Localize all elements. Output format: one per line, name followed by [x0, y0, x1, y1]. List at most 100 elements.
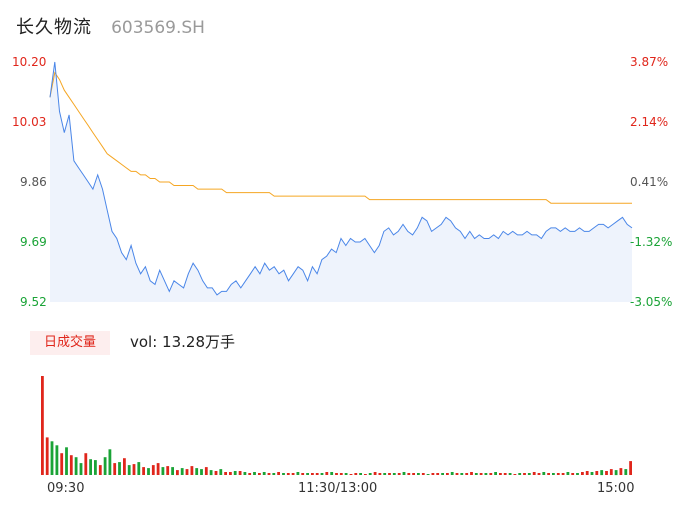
volume-bar — [364, 474, 367, 475]
volume-bar — [291, 473, 295, 475]
volume-bar — [272, 473, 276, 475]
stock-name: 长久物流 — [16, 17, 92, 38]
volume-bar — [151, 465, 155, 475]
volume-bar — [55, 445, 59, 475]
volume-bar — [359, 473, 362, 475]
price-tick-label: 10.20 — [12, 55, 47, 69]
volume-bar — [108, 449, 112, 475]
price-tick-label: 9.69 — [20, 235, 47, 249]
volume-bar — [94, 460, 97, 475]
volume-bar — [614, 470, 618, 476]
pct-tick-label: 3.87% — [630, 55, 669, 69]
volume-bar — [233, 471, 237, 475]
volume-bar — [460, 473, 464, 475]
volume-bar — [494, 472, 497, 475]
volume-bar — [45, 437, 49, 475]
volume-bar — [176, 470, 179, 476]
volume-bar — [484, 473, 488, 475]
volume-bar — [306, 473, 309, 475]
volume-bar — [262, 472, 266, 475]
volume-bar — [229, 472, 232, 475]
volume-bar — [513, 474, 517, 475]
pct-tick-label: -1.32% — [630, 235, 673, 249]
volume-bar — [339, 473, 343, 475]
volume-bar — [243, 472, 247, 475]
volume-bar — [282, 473, 285, 475]
volume-bar — [527, 473, 531, 475]
pct-tick-label: 0.41% — [630, 175, 669, 189]
volume-bar — [571, 473, 575, 475]
volume-bar — [499, 473, 502, 475]
stock-code: 603569.SH — [111, 18, 205, 38]
volume-bar — [354, 473, 358, 475]
volume-bar — [200, 469, 203, 475]
volume-bar — [402, 472, 406, 475]
volume-bar — [624, 469, 628, 475]
daily-volume-tab[interactable]: 日成交量 — [30, 331, 110, 355]
volume-bar — [465, 473, 469, 475]
volume-bar — [325, 472, 329, 475]
volume-bar — [397, 473, 401, 475]
volume-bar — [209, 470, 213, 476]
volume-bar — [474, 473, 478, 475]
volume-bar — [629, 461, 632, 475]
volume-bar — [185, 469, 189, 475]
volume-bar — [479, 473, 483, 475]
volume-bar — [147, 468, 150, 475]
price-tick-label: 10.03 — [12, 115, 47, 129]
volume-bar — [214, 471, 218, 475]
volume-bar — [349, 474, 353, 475]
volume-bar — [412, 473, 415, 475]
volume-bar — [315, 473, 319, 475]
volume-bar — [69, 455, 73, 475]
volume-bar — [344, 473, 348, 475]
volume-bar — [74, 457, 78, 475]
volume-bar — [248, 473, 252, 475]
volume-bar — [89, 459, 92, 475]
volume-bar — [330, 472, 334, 475]
price-tick-label: 9.86 — [20, 175, 47, 189]
volume-bar — [113, 463, 117, 475]
time-tick-label: 11:30/13:00 — [298, 481, 378, 496]
volume-bar — [470, 472, 473, 475]
volume-bar — [585, 471, 589, 475]
pct-tick-label: -3.05% — [630, 295, 673, 309]
volume-bar — [137, 462, 141, 475]
volume-bar — [335, 473, 338, 475]
volume-bar — [523, 473, 526, 475]
volume-bar — [127, 465, 131, 475]
volume-bar — [103, 457, 107, 475]
volume-bar — [441, 473, 444, 475]
volume-bar — [296, 472, 300, 475]
volume-bar — [561, 473, 565, 475]
price-area-fill — [50, 62, 632, 302]
volume-readout: vol: 13.28万手 — [130, 333, 235, 351]
volume-bar — [320, 473, 324, 475]
volume-bar — [537, 473, 541, 475]
volume-bar — [407, 473, 411, 475]
volume-bar — [518, 473, 522, 475]
volume-bar — [156, 463, 160, 475]
volume-bar — [392, 473, 396, 475]
volume-bar — [258, 473, 261, 475]
volume-bar — [503, 473, 507, 475]
volume-bar — [378, 473, 382, 475]
volume-bar — [50, 441, 54, 475]
volume-bar — [180, 468, 184, 475]
volume-bar — [552, 473, 555, 475]
volume-bar — [238, 471, 242, 475]
volume-bar — [267, 473, 271, 475]
volume-bar — [60, 453, 64, 475]
volume-bar — [595, 471, 599, 475]
volume-bar — [132, 464, 136, 475]
volume-bar — [79, 463, 83, 475]
volume-bar — [532, 472, 536, 475]
average-price-line — [49, 71, 632, 204]
time-tick-label: 09:30 — [47, 481, 85, 496]
volume-bar — [195, 468, 199, 475]
volume-bar — [417, 473, 420, 475]
volume-bar — [277, 472, 280, 475]
price-tick-label: 9.52 — [20, 295, 47, 309]
volume-bar — [301, 473, 305, 475]
